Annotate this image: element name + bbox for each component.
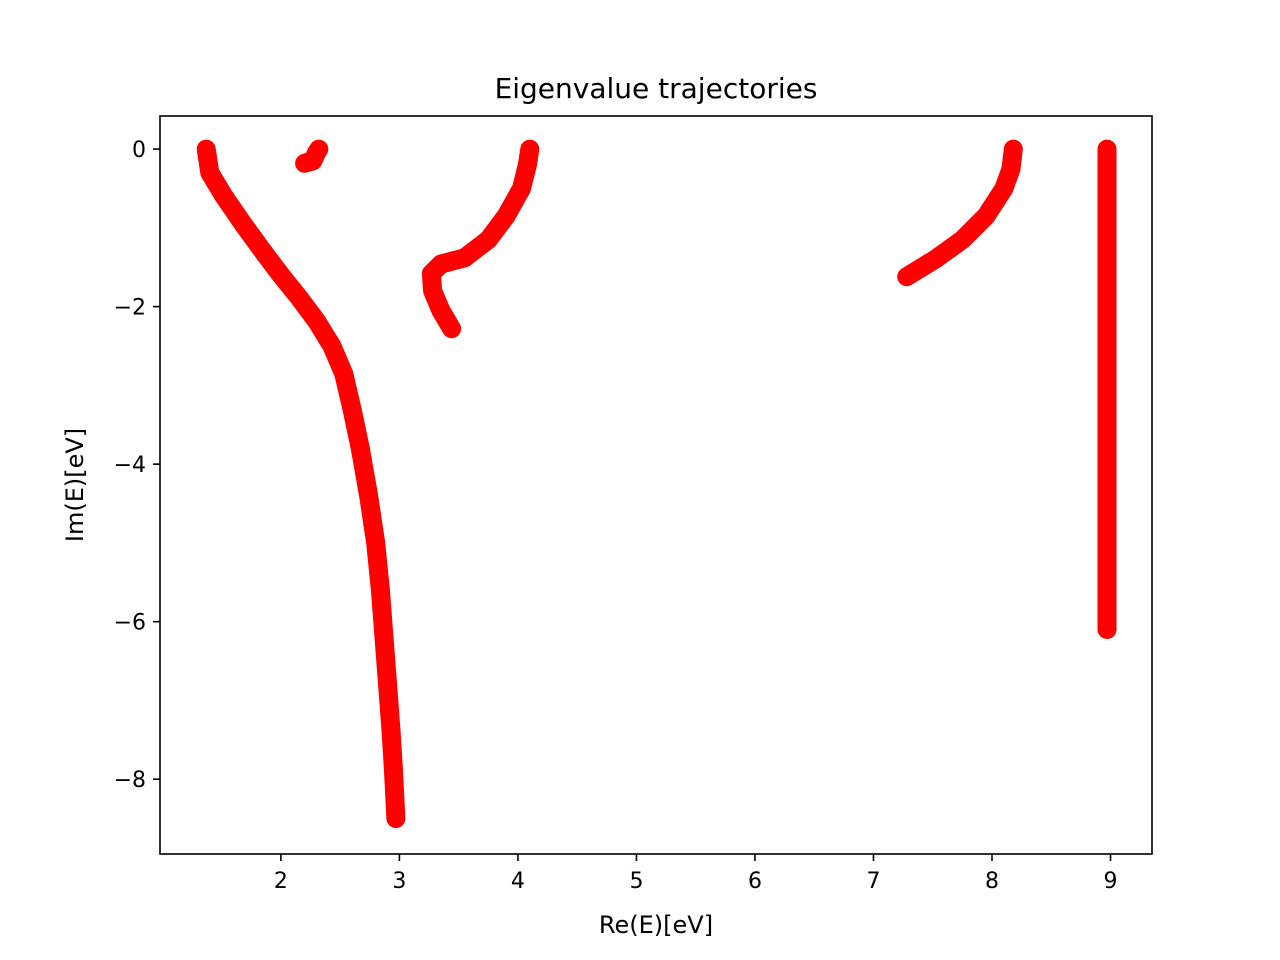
y-tick-label: −4 — [114, 453, 146, 478]
trajectory-2 — [295, 139, 329, 173]
y-axis-ticks: 0 −2 −4 −6 −8 — [114, 138, 160, 793]
x-tick-label: 3 — [392, 869, 406, 894]
x-tick-label: 4 — [511, 869, 525, 894]
x-tick-label: 7 — [866, 869, 880, 894]
trajectory-1 — [196, 139, 406, 829]
trajectory-3 — [421, 139, 540, 339]
x-tick-label: 8 — [985, 869, 999, 894]
y-tick-label: 0 — [132, 138, 146, 163]
x-tick-label: 6 — [748, 869, 762, 894]
x-axis-label: Re(E)[eV] — [599, 911, 713, 939]
y-tick-label: −2 — [114, 296, 146, 321]
plot-frame — [159, 115, 1153, 855]
y-tick-label: −6 — [114, 611, 146, 636]
x-tick-label: 2 — [274, 869, 288, 894]
y-axis-label: Im(E)[eV] — [61, 428, 89, 542]
trajectory-4 — [897, 139, 1023, 287]
chart-title: Eigenvalue trajectories — [495, 72, 818, 105]
x-tick-label: 5 — [629, 869, 643, 894]
y-tick-label: −8 — [114, 768, 146, 793]
x-tick-label: 9 — [1104, 869, 1118, 894]
x-axis-ticks: 2 3 4 5 6 7 8 9 — [274, 854, 1118, 894]
trajectory-layer — [196, 139, 1117, 829]
